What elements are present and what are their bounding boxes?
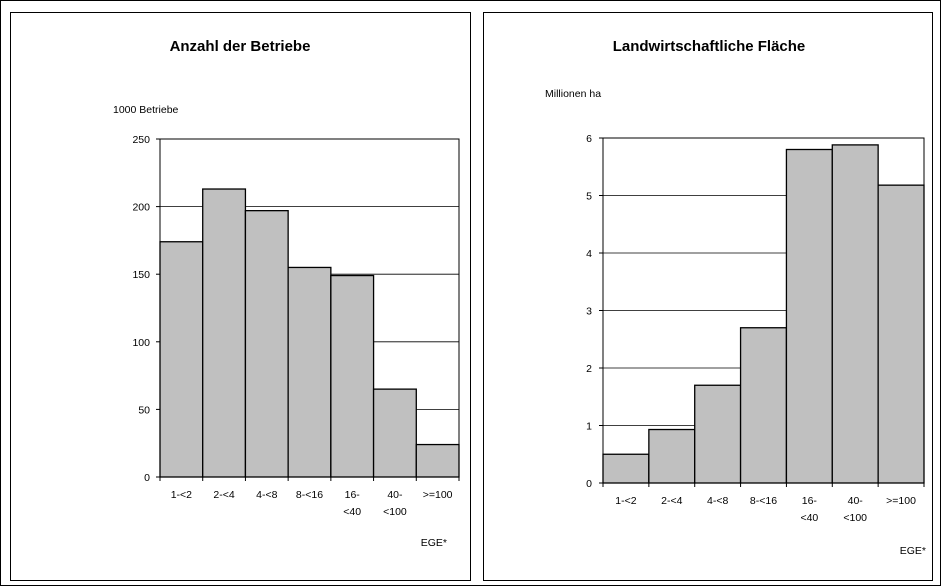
right-ytick-label: 2	[586, 363, 592, 375]
right-xtick-label: 40-	[848, 495, 864, 507]
left-xtick-label: >=100	[423, 489, 453, 501]
right-bar	[739, 327, 788, 484]
left-chart-ylabel: 1000 Betriebe	[113, 104, 179, 116]
left-bar	[287, 266, 332, 478]
left-xtick-label: 1-<2	[171, 489, 192, 501]
left-ytick-label: 150	[132, 269, 150, 281]
right-ytick-label: 4	[586, 248, 592, 260]
right-bar	[785, 148, 833, 484]
right-plot-area	[602, 137, 925, 484]
right-bar	[648, 428, 696, 484]
left-plot-area	[159, 138, 460, 478]
left-ytick-label: 0	[144, 472, 150, 484]
left-xtick-label: <40	[343, 506, 361, 518]
right-xtick-label: 8-<16	[750, 495, 777, 507]
left-bar	[330, 274, 375, 478]
right-xtick-label: 1-<2	[615, 495, 636, 507]
right-chart-xlabel: EGE*	[900, 545, 926, 557]
right-xtick-label: >=100	[886, 495, 916, 507]
left-ytick-label: 250	[132, 134, 150, 146]
left-xtick-label: 4-<8	[256, 489, 277, 501]
right-xtick-label: 2-<4	[661, 495, 682, 507]
left-chart: 0 50 100 150 200 250 1-<2 2-<4 4-<8 8-<16 16- <40 40…	[132, 134, 460, 518]
right-bar	[831, 144, 879, 484]
right-bar	[877, 184, 925, 484]
left-chart-xlabel: EGE*	[421, 537, 447, 549]
right-chart: 0 1 2 3 4 5 6 1-<2 2-<4 4-<8 8-<16 16- <40 40- <100 >=1…	[586, 133, 925, 524]
left-ytick-label: 200	[132, 202, 150, 214]
left-xtick-label: 2-<4	[213, 489, 234, 501]
left-bar	[244, 210, 289, 478]
left-xtick-label: 16-	[345, 489, 361, 501]
right-xtick-label: <100	[843, 512, 867, 524]
left-xtick-label: <100	[383, 506, 407, 518]
right-chart-title: Landwirtschaftliche Fläche	[613, 38, 806, 55]
right-ytick-label: 1	[586, 421, 592, 433]
right-ytick-label: 5	[586, 191, 592, 203]
right-xtick-label: 4-<8	[707, 495, 728, 507]
right-ytick-label: 3	[586, 306, 592, 318]
left-ytick-label: 100	[132, 337, 150, 349]
left-chart-title: Anzahl der Betriebe	[170, 38, 311, 55]
right-xtick-label: <40	[800, 512, 818, 524]
right-xtick-label: 16-	[802, 495, 818, 507]
right-ytick-label: 6	[586, 133, 592, 145]
right-bar	[694, 384, 742, 484]
right-ytick-label: 0	[586, 478, 592, 490]
left-bar	[159, 241, 204, 478]
left-bar	[372, 388, 417, 478]
left-bar	[415, 443, 460, 478]
right-bar	[602, 453, 650, 484]
right-chart-ylabel: Millionen ha	[545, 88, 601, 100]
left-xtick-label: 8-<16	[296, 489, 323, 501]
left-ytick-label: 50	[138, 404, 150, 416]
left-bar	[202, 188, 247, 478]
left-xtick-label: 40-	[387, 489, 403, 501]
